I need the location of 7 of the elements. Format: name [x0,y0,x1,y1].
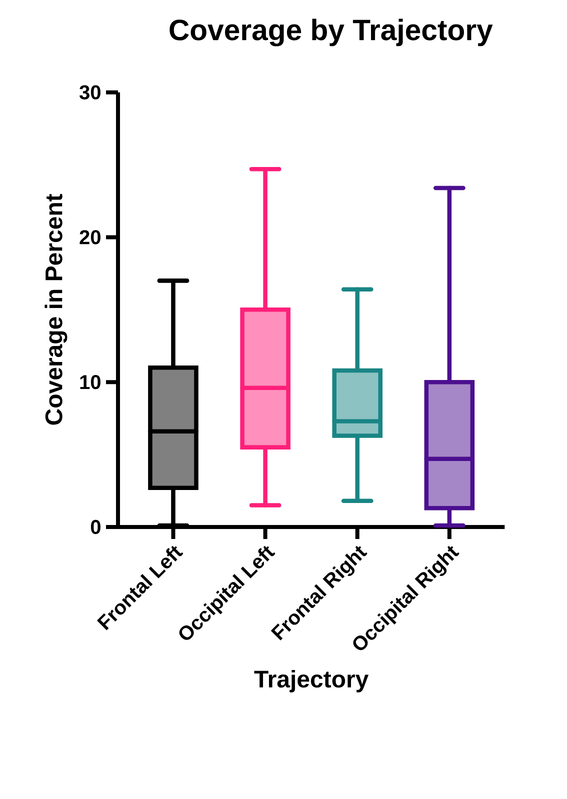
y-tick-label: 30 [80,85,100,100]
y-axis-title: Coverage in Percent [44,194,68,425]
chart-title: Coverage by Trajectory [170,18,493,46]
y-tick-label: 20 [80,230,100,244]
x-axis-title: Trajectory [254,670,369,692]
y-tick-label: 0 [90,520,100,534]
y-tick-label: 10 [80,375,100,390]
